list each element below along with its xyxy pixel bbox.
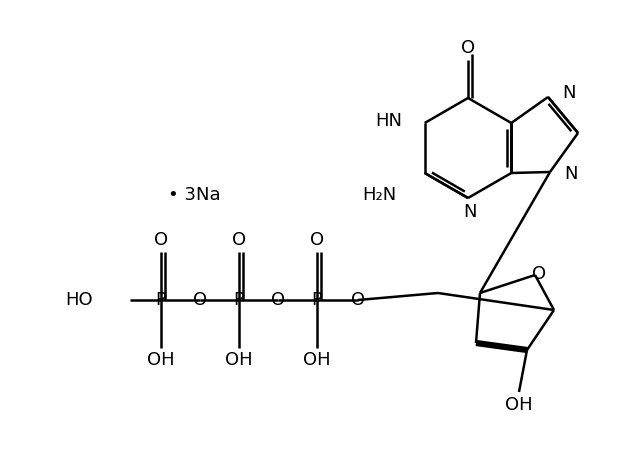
Text: O: O bbox=[232, 231, 246, 249]
Text: N: N bbox=[463, 203, 477, 221]
Text: P: P bbox=[234, 291, 244, 309]
Text: OH: OH bbox=[147, 351, 175, 369]
Text: HN: HN bbox=[376, 112, 403, 130]
Text: N: N bbox=[562, 84, 575, 102]
Text: N: N bbox=[564, 165, 577, 183]
Text: O: O bbox=[351, 291, 365, 309]
Text: • 3Na: • 3Na bbox=[168, 186, 221, 204]
Text: OH: OH bbox=[505, 396, 533, 414]
Text: P: P bbox=[312, 291, 323, 309]
Text: O: O bbox=[532, 265, 546, 283]
Text: HO: HO bbox=[65, 291, 93, 309]
Text: OH: OH bbox=[303, 351, 331, 369]
Text: H₂N: H₂N bbox=[362, 186, 397, 204]
Text: O: O bbox=[271, 291, 285, 309]
Text: P: P bbox=[156, 291, 166, 309]
Text: OH: OH bbox=[225, 351, 253, 369]
Text: O: O bbox=[154, 231, 168, 249]
Text: O: O bbox=[310, 231, 324, 249]
Text: O: O bbox=[193, 291, 207, 309]
Text: O: O bbox=[461, 39, 475, 57]
